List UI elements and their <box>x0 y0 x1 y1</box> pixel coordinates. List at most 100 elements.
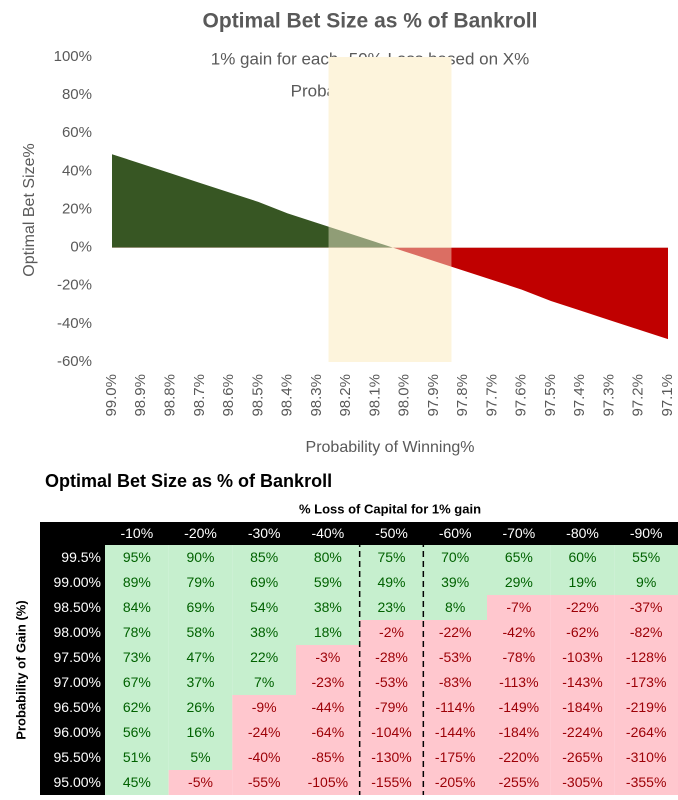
cell: 23% <box>377 599 405 615</box>
cell-bg <box>487 645 551 670</box>
cell-bg <box>168 570 233 595</box>
cell: 45% <box>123 774 151 790</box>
cell: 55% <box>632 549 660 565</box>
highlight-overlay <box>328 57 452 362</box>
cell: 5% <box>190 749 210 765</box>
cell: -44% <box>311 699 344 715</box>
cell-bg <box>487 595 551 620</box>
cell-bg <box>550 545 615 570</box>
cell-bg <box>487 620 551 645</box>
cell: 58% <box>186 624 214 640</box>
column-header: -90% <box>630 525 663 541</box>
cell-bg <box>105 620 169 645</box>
column-header: -40% <box>311 525 344 541</box>
cell: 62% <box>123 699 151 715</box>
cell-bg <box>232 570 296 595</box>
cell: -144% <box>435 724 475 740</box>
row-label: 95.50% <box>54 749 101 765</box>
cell: 38% <box>314 599 342 615</box>
table-title: Optimal Bet Size as % of Bankroll <box>45 471 332 491</box>
row-group-label: Probability of Gain (%) <box>13 600 28 739</box>
cell-bg <box>232 670 296 695</box>
x-tick-label: 98.3% <box>308 374 325 417</box>
cell: -85% <box>311 749 344 765</box>
cell-bg <box>296 720 360 745</box>
cell-bg <box>232 770 296 795</box>
row-label: 98.50% <box>54 599 101 615</box>
highlight-band <box>328 57 452 362</box>
cell: 9% <box>636 574 656 590</box>
x-tick-label: 98.7% <box>191 374 208 417</box>
cell-bg <box>105 745 169 770</box>
x-tick-label: 97.5% <box>542 374 559 417</box>
column-header: -60% <box>439 525 472 541</box>
column-group-label: % Loss of Capital for 1% gain <box>299 501 481 516</box>
cell-bg <box>168 645 233 670</box>
cell: -3% <box>315 649 340 665</box>
column-header: -10% <box>120 525 153 541</box>
cell: 37% <box>186 674 214 690</box>
cell-bg <box>550 595 615 620</box>
cell-bg <box>296 645 360 670</box>
cell-bg <box>614 620 678 645</box>
cell-bg <box>168 545 233 570</box>
cell: 78% <box>123 624 151 640</box>
row-label-bg <box>40 745 105 770</box>
cell-bg <box>614 670 678 695</box>
cell-bg <box>105 545 169 570</box>
cell-bg <box>296 770 360 795</box>
cell-bg <box>614 570 678 595</box>
cell-bg <box>232 645 296 670</box>
x-tick-label: 98.0% <box>396 374 413 417</box>
cell: -22% <box>439 624 472 640</box>
row-label-bg <box>40 620 105 645</box>
header-bg <box>40 522 678 545</box>
x-tick-label: 97.9% <box>425 374 442 417</box>
cell: 90% <box>186 549 214 565</box>
cell-bg <box>168 745 233 770</box>
cell-bg <box>487 695 551 720</box>
cell: -184% <box>499 724 539 740</box>
cell-bg <box>359 595 424 620</box>
row-label-bg <box>40 670 105 695</box>
cell: -155% <box>371 774 411 790</box>
x-tick-label: 98.6% <box>220 374 237 417</box>
column-header: -80% <box>566 525 599 541</box>
cell: 73% <box>123 649 151 665</box>
cell-bg <box>423 745 487 770</box>
cell: -114% <box>435 699 474 715</box>
y-tick-label: 0% <box>70 239 92 256</box>
y-tick-label: 40% <box>62 162 92 179</box>
row-label: 97.50% <box>54 649 101 665</box>
cell: 89% <box>123 574 151 590</box>
cell-bg <box>232 620 296 645</box>
cell-bg <box>487 770 551 795</box>
cell-bg <box>359 745 424 770</box>
y-axis-label: Optimal Bet Size% <box>21 143 38 276</box>
row-label: 99.5% <box>61 549 101 565</box>
cell-bg <box>105 670 169 695</box>
cell-bg <box>232 695 296 720</box>
cell: -5% <box>188 774 213 790</box>
cell-bg <box>487 670 551 695</box>
cell-bg <box>296 745 360 770</box>
cell-bg <box>614 770 678 795</box>
x-axis-label: Probability of Winning% <box>306 439 475 456</box>
y-tick-label: 80% <box>62 86 92 103</box>
cell: 79% <box>186 574 214 590</box>
cell: -78% <box>502 649 535 665</box>
cell: 95% <box>123 549 151 565</box>
row-label-bg <box>40 570 105 595</box>
cell-bg <box>296 570 360 595</box>
y-tick-label: -20% <box>57 277 92 294</box>
cell: -103% <box>562 649 602 665</box>
cell: -113% <box>499 674 538 690</box>
cell: -173% <box>626 674 666 690</box>
x-tick-label: 97.4% <box>571 374 588 417</box>
cell: 29% <box>505 574 533 590</box>
cell: -255% <box>499 774 539 790</box>
cell: -355% <box>626 774 666 790</box>
x-tick-label: 98.5% <box>249 374 266 417</box>
cell: 18% <box>314 624 342 640</box>
cell-bg <box>359 695 424 720</box>
